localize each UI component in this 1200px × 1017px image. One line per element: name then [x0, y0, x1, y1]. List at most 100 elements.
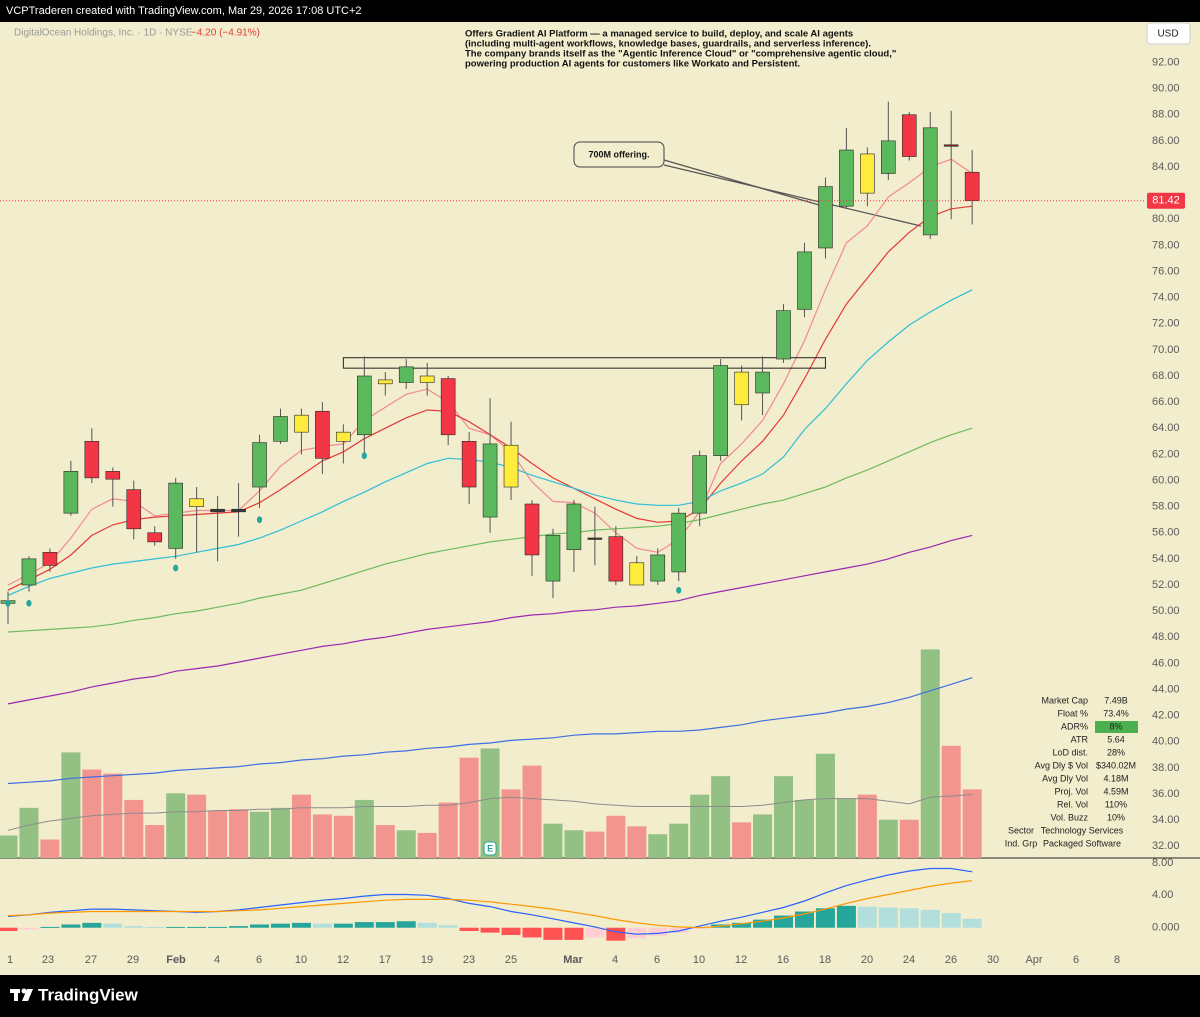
macd-tick-label: 8.00	[1152, 857, 1173, 869]
y-tick-label: 66.00	[1152, 396, 1180, 408]
volume-bar	[19, 807, 39, 858]
stat-label: Ind. Grp	[1005, 838, 1038, 848]
brand: TradingView	[38, 985, 139, 1004]
x-tick-label: 10	[693, 954, 705, 966]
candle-body	[755, 371, 770, 394]
macd-histogram-bar	[648, 927, 668, 936]
macd-histogram-bar	[941, 913, 961, 928]
candle-body	[881, 140, 896, 174]
volume-bar	[250, 811, 270, 858]
x-tick-label: 25	[505, 954, 517, 966]
macd-histogram-bar	[794, 911, 814, 928]
macd-histogram-bar	[61, 924, 81, 928]
currency-button[interactable]	[1146, 22, 1191, 45]
logo-part	[22, 989, 33, 1001]
candle-body	[84, 441, 100, 479]
x-tick-label: 6	[256, 954, 262, 966]
signal-marker	[361, 452, 367, 460]
signal-marker	[5, 599, 11, 607]
candle-body	[839, 149, 854, 207]
volume-bar	[480, 748, 500, 858]
moving-average	[7, 677, 973, 785]
volume-bar	[585, 831, 605, 858]
volume-bar	[815, 753, 835, 858]
y-tick-label: 58.00	[1152, 501, 1180, 513]
candle-body	[231, 508, 246, 513]
candle-body	[440, 378, 456, 436]
volume-bar	[690, 794, 710, 858]
volume-bar	[564, 830, 584, 858]
candle-body	[608, 536, 624, 582]
moving-average	[7, 427, 973, 633]
candle-body	[943, 144, 959, 147]
x-tick-label: 27	[85, 954, 97, 966]
last-price-box	[1147, 192, 1185, 209]
earnings-marker	[483, 841, 497, 856]
macd-histogram-bar	[669, 927, 689, 933]
macd-histogram-bar	[396, 921, 416, 928]
description-line: powering production AI agents for custom…	[465, 59, 800, 70]
stat-value: 28%	[1107, 747, 1125, 757]
moving-average	[7, 534, 973, 705]
x-tick-label: 17	[379, 954, 391, 966]
stat-label: Rel. Vol	[1057, 799, 1088, 809]
macd-histogram-bar	[145, 926, 165, 928]
stat-label: Proj. Vol	[1054, 786, 1088, 796]
macd-histogram-bar	[962, 918, 982, 928]
macd-histogram-bar	[124, 926, 144, 928]
macd-histogram-bar	[753, 919, 773, 928]
macd-histogram-bar	[354, 922, 374, 928]
x-tick-label: 23	[463, 954, 475, 966]
resistance-zone	[342, 357, 826, 369]
y-tick-label: 76.00	[1152, 265, 1180, 277]
macd-histogram-bar	[166, 926, 186, 928]
volume-bar	[396, 830, 416, 858]
candle-body	[964, 171, 980, 201]
x-tick-label: 20	[861, 954, 873, 966]
volume-bar	[438, 802, 458, 858]
signal-marker	[173, 564, 179, 572]
candle-body	[294, 414, 309, 433]
macd-histogram-bar	[333, 923, 353, 928]
logo-part	[14, 989, 18, 1001]
candle-body	[587, 537, 603, 540]
y-tick-label: 68.00	[1152, 370, 1180, 382]
candle-body	[63, 471, 79, 514]
volume-bar	[836, 798, 856, 858]
stat-label: Float %	[1057, 708, 1088, 718]
volume-bar	[291, 794, 311, 858]
y-tick-label: 90.00	[1152, 83, 1180, 95]
volume-bar	[899, 819, 919, 858]
candle-body	[168, 482, 183, 549]
description-line: (including multi-agent workflows, knowle…	[465, 39, 871, 50]
x-tick-label: 4	[612, 954, 618, 966]
price-change: −4.20 (−4.91%)	[191, 28, 260, 39]
currency[interactable]: USD	[1157, 29, 1178, 40]
macd-histogram-bar	[501, 927, 521, 936]
volume-bar	[61, 752, 81, 858]
x-tick-label: 30	[987, 954, 999, 966]
x-tick-label: 4	[214, 954, 220, 966]
macd-histogram-bar	[480, 927, 500, 933]
macd-histogram-bar	[522, 927, 542, 938]
volume-ma	[7, 794, 973, 831]
volume-bar	[208, 810, 228, 858]
volume-bar	[627, 826, 647, 858]
stat-label: Avg Dly $ Vol	[1035, 760, 1088, 770]
volume-bar	[354, 799, 374, 858]
candle-body	[252, 442, 267, 488]
candle-body	[21, 558, 37, 586]
candle-body	[734, 371, 749, 406]
stat-value: 4.59M	[1103, 786, 1128, 796]
y-tick-label: 52.00	[1152, 579, 1180, 591]
chart-title: DigitalOcean Holdings, Inc. · 1D · NYSE	[14, 28, 193, 39]
annotation-text: 700M offering.	[588, 149, 649, 159]
x-tick-label: Mar	[563, 954, 583, 966]
y-tick-label: 92.00	[1152, 56, 1180, 68]
volume-bar	[711, 776, 731, 858]
macd-histogram-bar	[417, 922, 437, 928]
candle-body	[336, 431, 351, 442]
candle-body	[860, 153, 875, 194]
signal-marker	[676, 586, 682, 594]
candle-body	[713, 365, 728, 456]
